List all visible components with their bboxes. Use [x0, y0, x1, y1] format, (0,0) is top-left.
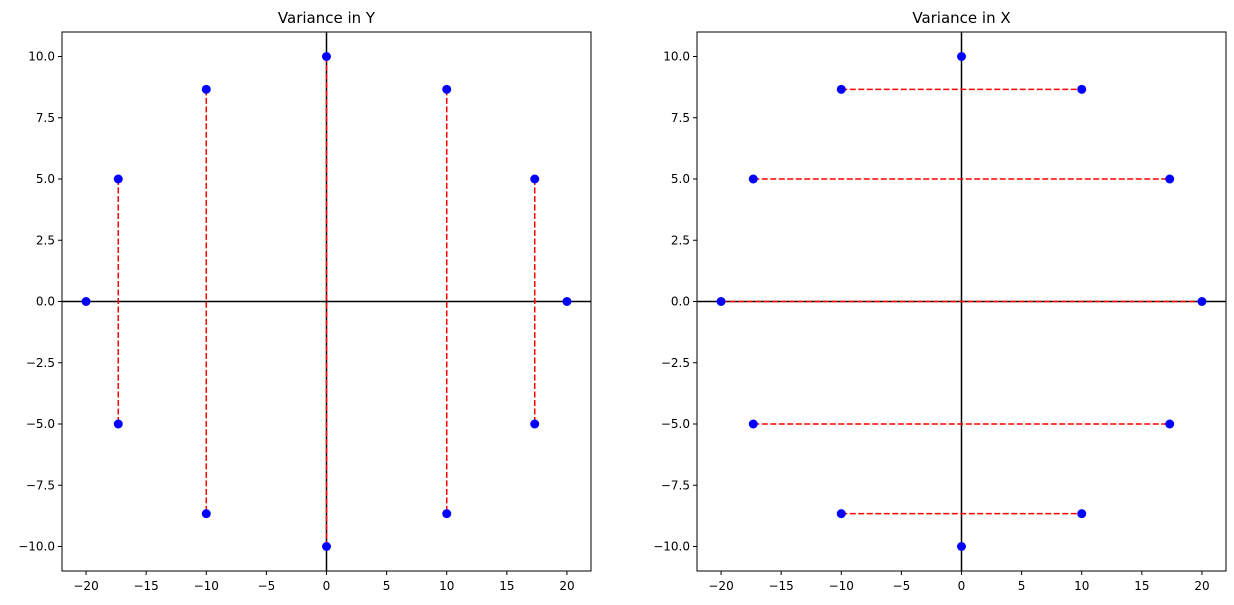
x-tick-label: −5: [893, 579, 911, 593]
data-point: [1077, 84, 1087, 94]
y-tick-label: 2.5: [36, 233, 55, 247]
y-tick-label: −7.5: [661, 478, 690, 492]
data-point: [442, 509, 452, 519]
x-tick-label: 10: [439, 579, 454, 593]
y-tick-label: 7.5: [671, 111, 690, 125]
y-tick-label: −2.5: [26, 356, 55, 370]
chart-title: Variance in Y: [278, 9, 376, 27]
plot-area: [697, 32, 1226, 571]
x-tick-label: 0: [323, 579, 331, 593]
data-point: [562, 297, 572, 306]
data-point: [1197, 297, 1207, 306]
x-tick-label: −15: [768, 579, 793, 593]
y-tick-label: −5.0: [26, 417, 55, 431]
y-tick-label: 10.0: [28, 50, 55, 64]
data-point: [113, 174, 123, 184]
y-tick-label: −10.0: [18, 540, 55, 554]
data-point: [442, 84, 452, 94]
y-tick-label: −10.0: [653, 540, 690, 554]
data-point: [81, 297, 91, 306]
x-tick-label: 15: [499, 579, 514, 593]
y-tick-label: −2.5: [661, 356, 690, 370]
y-tick-label: 5.0: [36, 172, 55, 186]
data-point: [113, 419, 123, 429]
data-point: [1165, 174, 1175, 184]
x-tick-label: 5: [383, 579, 391, 593]
x-tick-label: 20: [1194, 579, 1209, 593]
x-tick-label: −5: [258, 579, 276, 593]
data-point: [836, 84, 846, 94]
data-point: [201, 84, 211, 94]
y-tick-label: −7.5: [26, 478, 55, 492]
y-tick-label: 5.0: [671, 172, 690, 186]
x-tick-label: 20: [559, 579, 574, 593]
data-point: [748, 174, 758, 184]
data-point: [1077, 509, 1087, 519]
y-tick-label: 2.5: [671, 233, 690, 247]
y-tick-label: 10.0: [663, 50, 690, 64]
data-point: [748, 419, 758, 429]
x-tick-label: −15: [133, 579, 158, 593]
x-tick-label: −20: [708, 579, 733, 593]
plot-area: [62, 32, 591, 571]
data-point: [957, 542, 966, 551]
x-tick-label: 0: [958, 579, 966, 593]
x-tick-label: 15: [1134, 579, 1149, 593]
chart-variance-in-x: −20 −15 −10 −5 0 5 10 15 20 10.0 7.5 5.0 2.5 0.0 −2.5 −…: [653, 9, 1227, 593]
x-tick-label: −10: [194, 579, 219, 593]
y-tick-label: 0.0: [36, 295, 55, 309]
chart-title: Variance in X: [912, 9, 1010, 27]
data-point: [201, 509, 211, 519]
x-tick-label: 5: [1018, 579, 1026, 593]
y-tick-label: −5.0: [661, 417, 690, 431]
data-point: [530, 174, 540, 184]
y-tick-label: 7.5: [36, 111, 55, 125]
x-tick-label: 10: [1074, 579, 1089, 593]
data-point: [1165, 419, 1175, 429]
data-point: [530, 419, 540, 429]
data-point: [322, 52, 331, 61]
chart-variance-in-y: −20 −15 −10 −5 0 5 10 15 20 10.0 7.5 5.0 2.5 0.0 −2.5 −…: [18, 9, 592, 593]
data-point: [836, 509, 846, 519]
y-tick-label: 0.0: [671, 295, 690, 309]
x-tick-label: −20: [73, 579, 98, 593]
x-tick-label: −10: [829, 579, 854, 593]
data-point: [957, 52, 966, 61]
data-point: [716, 297, 726, 306]
data-point: [322, 542, 331, 551]
